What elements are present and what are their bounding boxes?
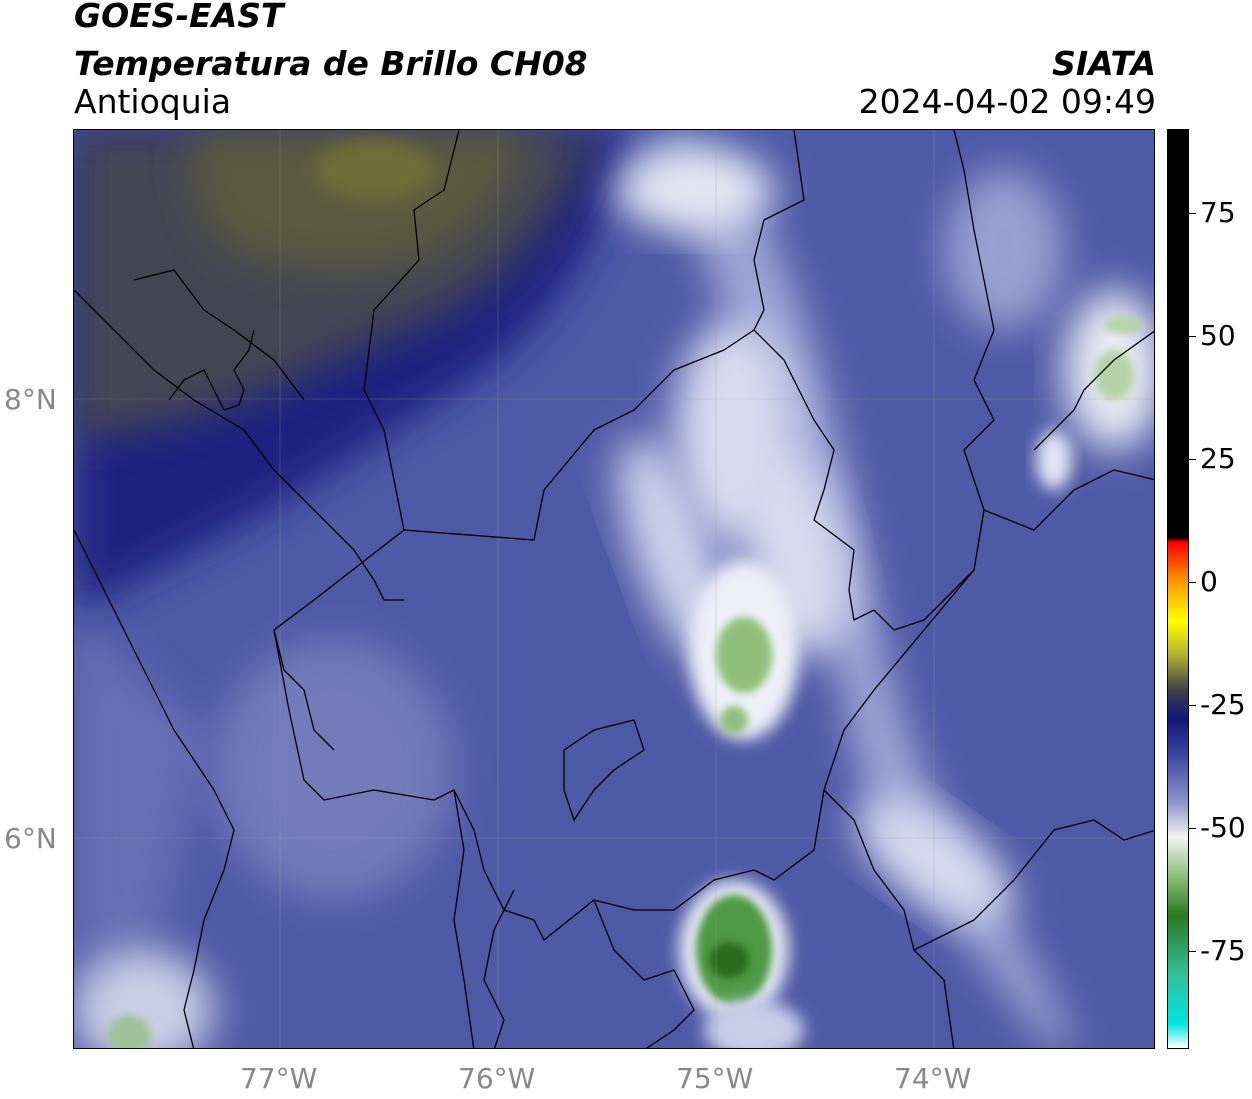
- colorbar-tick-label: -75: [1200, 933, 1246, 967]
- colorbar-tick-label: -25: [1200, 687, 1246, 721]
- timestamp-label: 2024-04-02 09:49: [858, 82, 1156, 121]
- lon-label-76w: 76°W: [458, 1062, 536, 1095]
- colorbar-tick-label: 0: [1200, 564, 1218, 598]
- colorbar-tick: [1189, 827, 1196, 830]
- lat-label-8n: 8°N: [4, 383, 57, 416]
- title-product: Temperatura de Brillo CH08: [74, 44, 588, 83]
- colorbar-tick-label: 75: [1200, 195, 1236, 229]
- title-satellite: GOES-EAST: [74, 0, 284, 35]
- brightness-temperature-map: [74, 130, 1154, 1048]
- colorbar-tick: [1189, 335, 1196, 338]
- lon-label-74w: 74°W: [894, 1062, 972, 1095]
- colorbar-tick: [1189, 950, 1196, 953]
- lon-label-77w: 77°W: [240, 1062, 318, 1095]
- colorbar-tick: [1189, 212, 1196, 215]
- colorbar-tick: [1189, 581, 1196, 584]
- lat-label-6n: 6°N: [4, 822, 57, 855]
- temperature-colorbar: [1167, 129, 1189, 1049]
- colorbar-tick: [1189, 458, 1196, 461]
- colorbar-tick: [1189, 704, 1196, 707]
- agency-label: SIATA: [1052, 44, 1156, 83]
- title-region: Antioquia: [74, 82, 232, 121]
- lon-label-75w: 75°W: [676, 1062, 754, 1095]
- department-boundaries: [74, 130, 1154, 1048]
- colorbar-tick-label: -50: [1200, 810, 1246, 844]
- map-panel: [73, 129, 1155, 1049]
- cloud-field: [74, 130, 1154, 1048]
- colorbar-tick-label: 50: [1200, 318, 1236, 352]
- colorbar-tick-label: 25: [1200, 441, 1236, 475]
